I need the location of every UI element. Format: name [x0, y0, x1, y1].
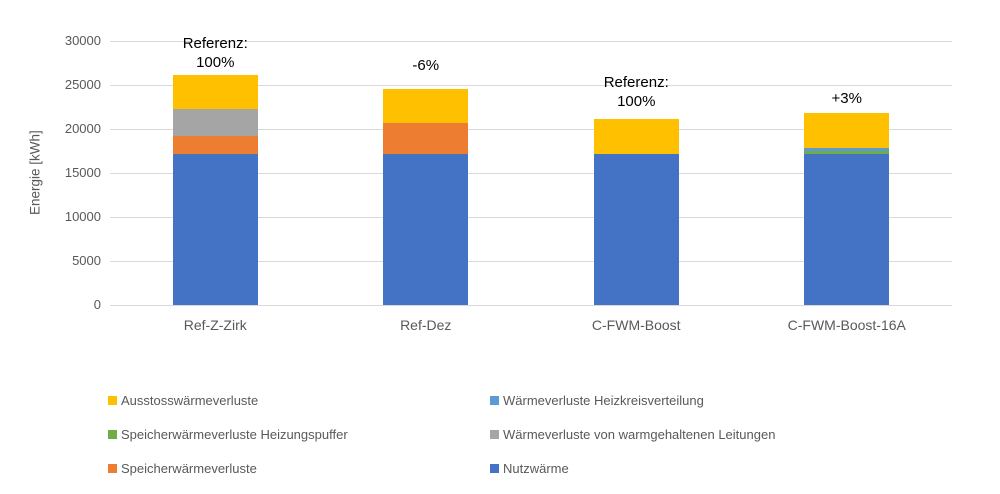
y-tick-label: 25000	[64, 77, 101, 92]
bar-segment	[804, 153, 890, 305]
legend-swatch	[108, 430, 117, 439]
annotation-line: -6%	[412, 57, 440, 75]
legend-item: Ausstosswärmeverluste	[108, 393, 490, 408]
gridline	[110, 261, 952, 262]
bar-segment	[593, 153, 679, 305]
legend-label: Wärmeverluste Heizkreisverteilung	[503, 393, 704, 408]
legend: Ausstosswärmeverluste Wärmeverluste Heizk…	[108, 393, 775, 476]
legend-label: Wärmeverluste von warmgehaltenen Leitung…	[503, 427, 776, 442]
legend-item: Nutzwärme	[490, 461, 775, 476]
gridline	[110, 41, 952, 42]
bar-annotation: -6%	[321, 56, 532, 75]
gridline	[110, 305, 952, 306]
category-label: Ref-Dez	[400, 317, 452, 333]
legend-item: Speicherwärmeverluste Heizungspuffer	[108, 427, 490, 442]
legend-label: Speicherwärmeverluste Heizungspuffer	[121, 427, 348, 442]
gridline	[110, 129, 952, 130]
annotation-line: Referenz:	[182, 35, 248, 53]
category-label: C-FWM-Boost	[591, 317, 681, 333]
bar-segment	[172, 136, 258, 154]
bar-annotation: Referenz: 100%	[531, 73, 742, 111]
bar-segment	[172, 108, 258, 137]
annotation-line: Referenz:	[603, 74, 669, 92]
legend-item: Speicherwärmeverluste	[108, 461, 490, 476]
category-label: Ref-Z-Zirk	[183, 317, 247, 333]
annotation-line: +3%	[831, 90, 862, 108]
bar-segment	[593, 119, 679, 154]
y-tick-label: 15000	[64, 165, 101, 180]
legend-item: Wärmeverluste Heizkreisverteilung	[490, 393, 775, 408]
bar-segment	[172, 75, 258, 109]
legend-label: Speicherwärmeverluste	[121, 461, 257, 476]
gridline	[110, 85, 952, 86]
bar-segment	[383, 89, 469, 123]
legend-swatch	[490, 396, 499, 405]
bar-segment	[804, 151, 890, 154]
annotation-line: 100%	[617, 93, 656, 111]
gridline	[110, 217, 952, 218]
legend-swatch	[490, 430, 499, 439]
gridline	[110, 173, 952, 174]
legend-label: Nutzwärme	[503, 461, 569, 476]
legend-label: Ausstosswärmeverluste	[121, 393, 259, 408]
y-tick-label: 0	[93, 297, 101, 312]
legend-item: Wärmeverluste von warmgehaltenen Leitung…	[490, 427, 775, 442]
bar-segment	[383, 122, 469, 154]
legend-swatch	[108, 464, 117, 473]
legend-swatch	[490, 464, 499, 473]
annotation-line: 100%	[196, 54, 235, 72]
y-tick-label: 10000	[64, 209, 101, 224]
bar-annotation: Referenz: 100%	[110, 34, 321, 72]
bar-segment	[172, 153, 258, 305]
bar-annotation: +3%	[742, 89, 953, 108]
bar-segment	[804, 148, 890, 151]
y-tick-label: 20000	[64, 121, 101, 136]
bar-segment	[804, 113, 890, 149]
legend-swatch	[108, 396, 117, 405]
y-tick-label: 5000	[72, 253, 101, 268]
bar-segment	[383, 153, 469, 305]
plot-area	[110, 41, 952, 306]
y-tick-label: 30000	[64, 33, 101, 48]
category-label: C-FWM-Boost-16A	[787, 317, 906, 333]
